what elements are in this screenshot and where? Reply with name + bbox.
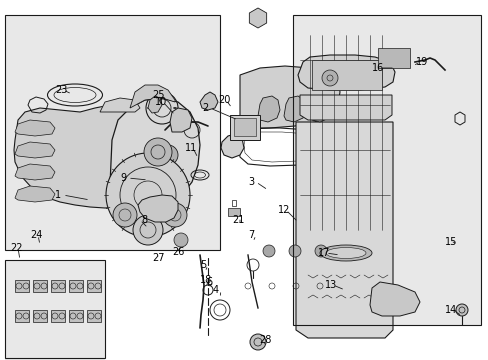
Bar xyxy=(87,280,101,292)
Text: 10: 10 xyxy=(155,97,167,107)
Bar xyxy=(15,310,29,322)
Text: 13: 13 xyxy=(325,280,337,290)
Bar xyxy=(231,200,236,206)
Ellipse shape xyxy=(319,245,371,261)
Polygon shape xyxy=(284,96,305,122)
Polygon shape xyxy=(110,98,200,210)
Text: 27: 27 xyxy=(152,253,164,263)
Polygon shape xyxy=(221,134,244,158)
Text: 16: 16 xyxy=(371,63,384,73)
Polygon shape xyxy=(297,55,394,90)
Text: 18: 18 xyxy=(200,275,212,285)
Text: 23: 23 xyxy=(55,85,67,95)
Bar xyxy=(51,310,65,322)
Bar xyxy=(5,260,105,360)
Circle shape xyxy=(314,245,326,257)
Polygon shape xyxy=(295,122,392,338)
Circle shape xyxy=(455,304,467,316)
Bar xyxy=(51,280,65,292)
Text: 2: 2 xyxy=(202,103,208,113)
Text: 19: 19 xyxy=(415,57,427,67)
Polygon shape xyxy=(14,105,195,208)
Circle shape xyxy=(158,145,178,165)
Text: 20: 20 xyxy=(218,95,230,105)
Text: 22: 22 xyxy=(10,243,22,253)
Polygon shape xyxy=(100,98,140,112)
Circle shape xyxy=(288,245,301,257)
Polygon shape xyxy=(15,186,55,202)
Bar xyxy=(15,280,29,292)
Circle shape xyxy=(249,334,265,350)
Polygon shape xyxy=(240,66,339,130)
Bar xyxy=(5,260,105,358)
Polygon shape xyxy=(170,108,192,132)
Text: 17: 17 xyxy=(317,248,330,258)
Circle shape xyxy=(113,203,137,227)
Text: 15: 15 xyxy=(444,237,456,247)
Bar xyxy=(87,310,101,322)
Text: 6: 6 xyxy=(205,277,212,287)
Polygon shape xyxy=(148,96,162,113)
Bar xyxy=(292,15,480,325)
Bar xyxy=(229,115,260,140)
Polygon shape xyxy=(249,8,266,28)
Polygon shape xyxy=(299,95,391,120)
Polygon shape xyxy=(309,96,331,122)
Bar xyxy=(33,310,47,322)
Text: 4: 4 xyxy=(213,285,219,295)
Text: 28: 28 xyxy=(259,335,271,345)
Bar xyxy=(234,118,256,136)
Polygon shape xyxy=(258,96,280,122)
Text: 25: 25 xyxy=(152,90,164,100)
Circle shape xyxy=(174,233,187,247)
Circle shape xyxy=(263,245,274,257)
Bar xyxy=(69,310,83,322)
Text: 21: 21 xyxy=(231,215,244,225)
Text: 24: 24 xyxy=(30,230,42,240)
Text: 3: 3 xyxy=(247,177,254,187)
Polygon shape xyxy=(15,120,55,136)
Bar xyxy=(69,280,83,292)
Ellipse shape xyxy=(325,248,365,258)
Text: 26: 26 xyxy=(172,247,184,257)
Circle shape xyxy=(143,138,172,166)
Bar xyxy=(5,15,220,250)
Text: 8: 8 xyxy=(142,215,148,225)
Text: 7: 7 xyxy=(247,230,254,240)
Text: 12: 12 xyxy=(278,205,290,215)
Polygon shape xyxy=(138,195,178,222)
Bar xyxy=(377,48,409,68)
Text: 9: 9 xyxy=(120,173,126,183)
Bar xyxy=(292,15,480,325)
Text: 11: 11 xyxy=(184,143,197,153)
Circle shape xyxy=(133,215,163,245)
Circle shape xyxy=(163,203,186,227)
Circle shape xyxy=(106,153,190,237)
Bar xyxy=(227,208,240,216)
Polygon shape xyxy=(200,92,218,110)
Text: 5: 5 xyxy=(200,260,206,270)
Polygon shape xyxy=(153,192,180,220)
Bar xyxy=(311,60,381,90)
Bar xyxy=(33,280,47,292)
Circle shape xyxy=(321,70,337,86)
Polygon shape xyxy=(369,282,419,316)
Bar xyxy=(5,15,220,250)
Polygon shape xyxy=(15,142,55,158)
Polygon shape xyxy=(15,164,55,180)
Text: 1: 1 xyxy=(55,190,61,200)
Text: 14: 14 xyxy=(444,305,456,315)
Polygon shape xyxy=(130,85,175,108)
